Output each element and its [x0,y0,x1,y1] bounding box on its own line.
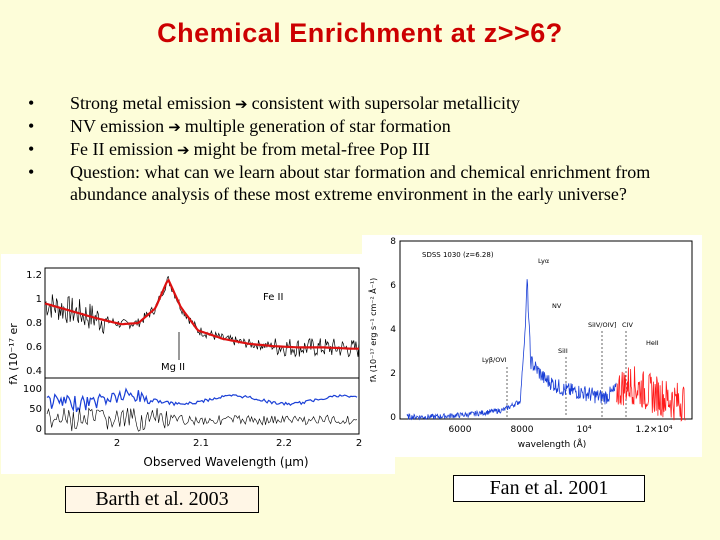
bullet-dot: • [28,139,35,159]
xtick-label: 10⁴ [576,425,591,435]
bullet-item: • Fe II emission ➔ might be from metal-fre… [28,138,708,161]
fan-caption: Fan et al. 2001 [453,475,645,502]
siii-label: SiII [558,347,568,355]
ytick-label: 1 [36,294,42,305]
xtick-label: 2 [114,438,120,449]
bullet-item: • Strong metal emission ➔ consistent with … [28,92,708,115]
xtick-label: 8000 [511,425,534,435]
top-panel-frame [44,267,360,379]
ytick-label: 2 [390,369,396,379]
ytick-labels: 8 6 4 2 0 [390,237,396,423]
xtick-label: 2.1 [193,438,209,449]
ytick-label: 100 [23,384,42,395]
plot-frame [399,240,693,420]
bottom-panel-frame [44,377,360,435]
observed-spectrum-line [44,276,360,358]
bullet-dot: • [28,162,35,182]
fan-spectrum-figure: fλ (10⁻¹⁷ erg s⁻¹ cm⁻² Å⁻¹) 8 6 4 2 0 60… [362,235,702,457]
bullet-text: Strong metal emission [70,93,231,113]
x-axis-label: wavelength (Å) [518,438,586,450]
ytick-label: 50 [29,404,42,415]
bullet-item: • Question: what can we learn about star… [28,161,708,205]
ytick-label: 0 [390,413,396,423]
xtick-label: 1.2×10⁴ [636,425,673,435]
civ-label: CIV [622,321,633,329]
xtick-label: 2 [356,438,362,449]
bullet-item: • NV emission ➔ multiple generation of sta… [28,115,708,138]
emission-line-labels: Lyα NV SiIV/OIV] CIV HeII Lyβ/OVI SiII [482,257,659,364]
ytick-label: 0.4 [26,366,42,377]
blue-spectrum-line [406,279,617,421]
fan-spectrum-plot: fλ (10⁻¹⁷ erg s⁻¹ cm⁻² Å⁻¹) 8 6 4 2 0 60… [367,237,693,450]
ytick-label: 0 [36,424,42,435]
slide-title: Chemical Enrichment at z>>6? [157,18,563,48]
residual-blue-line [46,387,358,413]
bullet-dot: • [28,93,35,113]
arrow-icon: ➔ [177,141,190,159]
xtick-label: 2.2 [276,438,292,449]
ytick-label: 4 [390,325,396,335]
xtick-labels: 6000 8000 10⁴ 1.2×10⁴ [449,425,673,435]
lya-label: Lyα [538,257,549,265]
bullet-text: might be from metal-free Pop III [193,139,430,159]
siiv-label: SiIV/OIV] [588,321,617,329]
xtick-label: 6000 [449,425,472,435]
bottom-ytick-labels: 100 50 0 [23,384,42,435]
barth-caption: Barth et al. 2003 [65,486,259,513]
bullet-text: multiple generation of star formation [184,116,451,136]
arrow-icon: ➔ [235,95,248,113]
reference-lines [506,331,627,417]
bullet-list: • Strong metal emission ➔ consistent with … [28,92,708,205]
bullet-dot: • [28,116,35,136]
barth-spectrum-figure: fλ (10⁻¹⁷ er 1.2 1 0.8 0.6 0.4 100 50 0 … [1,254,395,474]
heii-label: HeII [646,339,659,347]
nv-label: NV [552,302,562,310]
y-axis-label: fλ (10⁻¹⁷ erg s⁻¹ cm⁻² Å⁻¹) [367,278,378,383]
bullet-text: NV emission [70,116,165,136]
top-ytick-labels: 1.2 1 0.8 0.6 0.4 [26,270,42,377]
fe-ii-label: Fe II [263,292,283,303]
ytick-label: 0.8 [26,318,42,329]
lyb-label: Lyβ/OVI [482,356,507,364]
ytick-label: 0.6 [26,342,42,353]
object-label: SDSS 1030 (z=6.28) [422,251,494,259]
barth-spectrum-plot: fλ (10⁻¹⁷ er 1.2 1 0.8 0.6 0.4 100 50 0 … [7,267,362,469]
mg-ii-label: Mg II [161,362,185,373]
ytick-label: 1.2 [26,270,42,281]
x-axis-label: Observed Wavelength (μm) [143,455,308,469]
ytick-label: 6 [390,281,396,291]
residual-black-line [46,407,358,432]
y-axis-label: fλ (10⁻¹⁷ er [7,323,20,385]
bullet-text: consistent with supersolar metallicity [251,93,521,113]
arrow-icon: ➔ [168,118,181,136]
model-fit-line [44,278,359,350]
bullet-text: Fe II emission [70,139,173,159]
bullet-text: Question: what can we learn about star f… [70,162,651,204]
xtick-labels: 2 2.1 2.2 2 [114,438,362,449]
red-spectrum-line [616,366,686,422]
ytick-label: 8 [390,237,396,247]
